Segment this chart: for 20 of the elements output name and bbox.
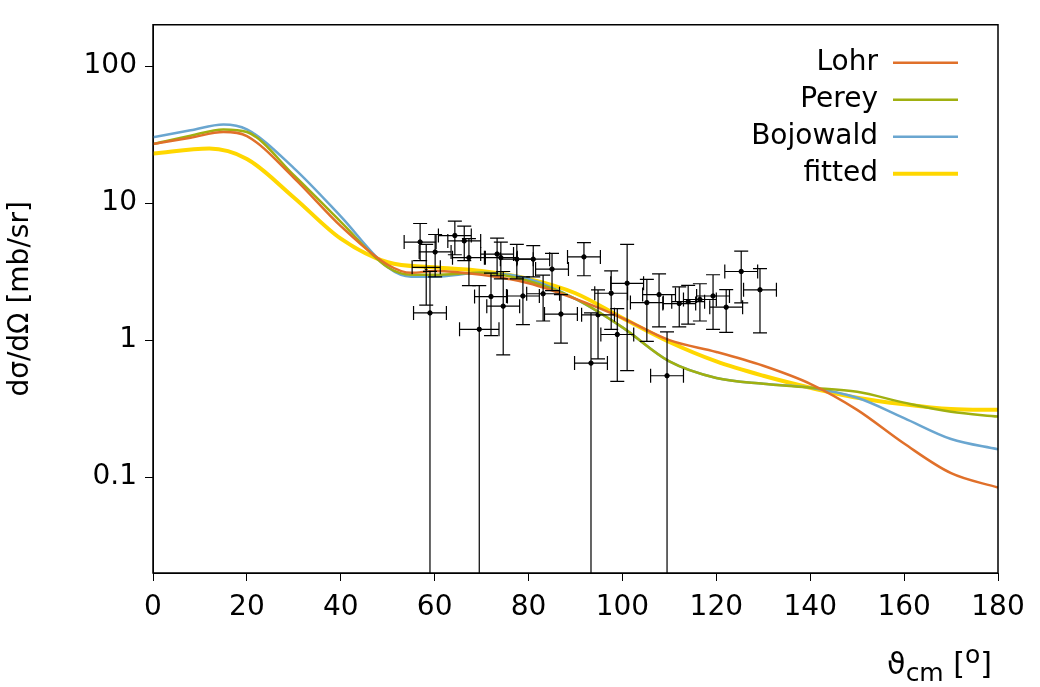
x-tick-label: 20: [229, 589, 265, 623]
x-tick-label: 100: [595, 589, 650, 623]
legend-label: fitted: [803, 155, 878, 189]
y-tick-label: 10: [101, 184, 137, 218]
legend-label: Bojowald: [751, 118, 878, 152]
legend-label: Perey: [800, 81, 878, 115]
x-tick-label: 40: [322, 589, 359, 623]
legend-label: Lohr: [816, 44, 879, 78]
x-tick-label: 180: [971, 589, 1025, 623]
x-tick-label: 120: [689, 589, 744, 623]
x-axis-title: ϑ$_{cm}$ [$^{o}$]: [887, 640, 992, 687]
x-tick-label: 60: [416, 589, 453, 623]
y-tick-label: 0.1: [92, 458, 137, 492]
x-tick-label: 140: [783, 589, 837, 623]
y-tick-label: 100: [83, 47, 137, 81]
y-tick-label: 1: [119, 321, 137, 355]
x-tick-label: 80: [510, 589, 547, 623]
y-axis-title: dσ/dΩ [mb/sr]: [2, 201, 36, 397]
x-tick-label: 160: [877, 589, 931, 623]
x-tick-label: 0: [144, 589, 162, 623]
